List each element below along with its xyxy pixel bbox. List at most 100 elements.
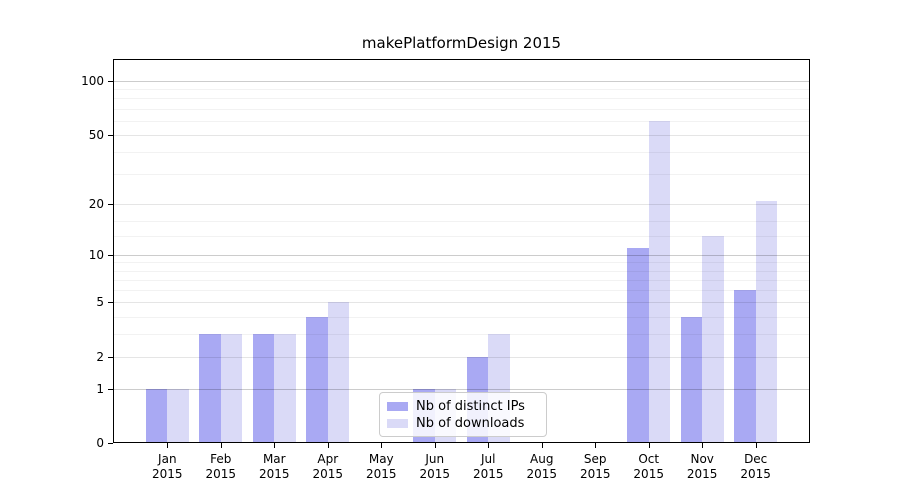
y-tick-mark [108,302,113,304]
x-tick-mark [648,443,650,448]
bar [274,334,296,442]
y-tick-label: 0 [96,436,104,450]
x-tick-mark [381,443,383,448]
x-tick-mark [488,443,490,448]
x-tick-mark [220,443,222,448]
x-tick-mark [167,443,169,448]
x-tick-year: 2015 [419,467,451,481]
gridline [114,81,809,83]
x-tick-year: 2015 [633,467,664,481]
x-tick-label: Nov 2015 [672,452,732,482]
distinct-ips-swatch-icon [387,402,408,411]
x-tick-label: Aug 2015 [512,452,572,482]
x-tick-mark [434,443,436,448]
x-tick-label: Dec 2015 [726,452,786,482]
y-tick-mark [108,81,113,83]
gridline [114,270,809,272]
x-tick-year: 2015 [472,467,504,481]
y-tick-label: 20 [88,197,104,212]
gridline [114,204,809,206]
y-tick-mark [108,443,113,444]
x-tick-month: Jan [158,452,177,466]
gridline [114,220,809,222]
bar [199,334,221,442]
bar [327,302,350,442]
y-tick-mark [108,134,113,136]
x-tick-month: Nov [690,452,714,466]
bar [167,388,189,442]
x-tick-month: Jul [480,452,496,466]
x-tick-month: Aug [530,452,554,466]
x-tick-label: Mar 2015 [244,452,304,482]
bar [680,316,703,442]
gridline [114,302,809,304]
x-tick-year: 2015 [579,467,611,481]
x-tick-year: 2015 [526,467,557,481]
x-tick-year: 2015 [258,467,290,481]
chart-title: makePlatformDesign 2015 [361,34,562,52]
x-tick-label: Jun 2015 [405,452,465,482]
bar [734,290,756,442]
bar [755,200,778,442]
x-tick-year: 2015 [205,467,237,481]
x-tick-mark [327,443,329,448]
gridline [114,89,809,91]
gridline [114,236,809,237]
x-tick-mark [702,443,704,448]
downloads-swatch-icon [387,419,408,428]
gridline [114,98,809,100]
x-tick-year: 2015 [740,467,771,481]
y-tick-label: 1 [96,381,104,396]
y-tick-mark [108,204,113,206]
x-tick-year: 2015 [686,467,718,481]
legend-label: Nb of distinct IPs [416,399,525,414]
gridline [114,108,809,110]
x-tick-month: Oct [638,452,660,466]
x-tick-month: Apr [317,452,339,466]
gridline [114,290,809,292]
x-tick-year: 2015 [365,467,397,481]
y-tick-label: 5 [96,295,104,310]
legend-label: Nb of downloads [416,416,525,431]
gridline [114,262,809,264]
x-tick-mark [595,443,597,448]
gridline [114,254,809,256]
legend-item-downloads: Nb of downloads [387,415,538,432]
x-tick-year: 2015 [312,467,344,481]
gridline [114,120,809,122]
y-tick-label: 100 [81,74,104,89]
x-tick-label: Oct 2015 [619,452,679,482]
x-tick-mark [274,443,276,448]
y-tick-label: 10 [88,247,104,262]
gridline [114,151,809,153]
x-tick-label: May 2015 [351,452,411,482]
y-tick-label: 50 [88,127,104,142]
x-tick-label: Jan 2015 [137,452,197,482]
y-tick-label: 2 [96,349,104,364]
gridline [114,356,809,358]
bar [306,316,328,442]
y-tick-mark [108,254,113,256]
x-tick-label: Feb 2015 [191,452,251,482]
y-tick-mark [108,388,113,390]
gridline [114,316,809,318]
gridline [114,334,809,336]
gridline [114,134,809,136]
bar [702,236,724,442]
x-tick-label: Jul 2015 [458,452,518,482]
x-tick-mark [755,443,757,448]
gridline [114,173,809,175]
x-tick-month: Dec [744,452,768,466]
bar [648,120,671,442]
y-tick-mark [108,356,113,358]
bar [627,248,649,442]
bar [252,334,275,442]
x-tick-label: Apr 2015 [298,452,358,482]
legend: Nb of distinct IPs Nb of downloads [379,392,547,437]
x-tick-month: Mar [262,452,286,466]
x-tick-year: 2015 [152,467,183,481]
x-tick-month: May [368,452,394,466]
legend-item-distinct-ips: Nb of distinct IPs [387,398,538,415]
x-tick-month: Feb [210,452,232,466]
